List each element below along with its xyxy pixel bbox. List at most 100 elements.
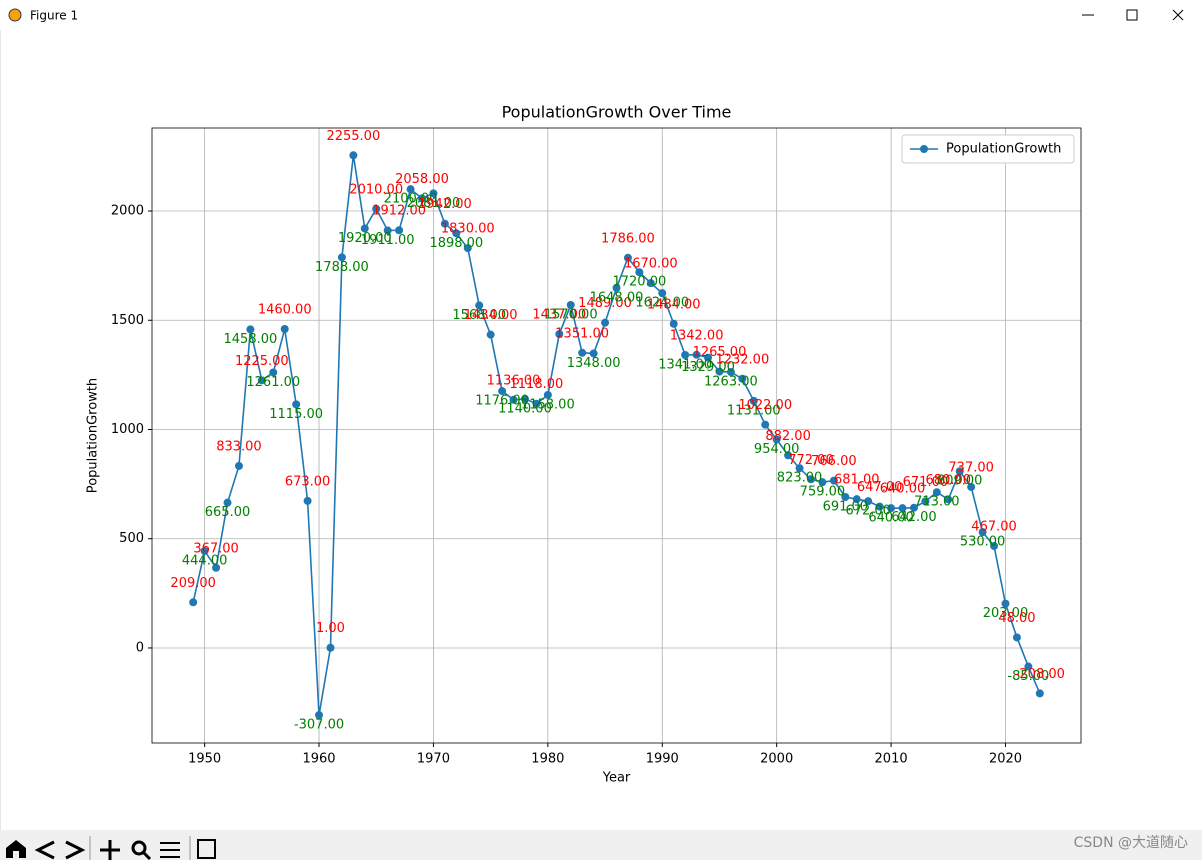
data-point xyxy=(440,219,449,228)
data-point xyxy=(406,185,415,194)
x-tick-label: 2000 xyxy=(760,752,793,767)
home-button[interactable] xyxy=(6,840,26,858)
data-point xyxy=(829,476,838,485)
data-point xyxy=(669,319,678,328)
data-label: 954.00 xyxy=(754,442,800,457)
data-point xyxy=(772,435,781,444)
title-bar xyxy=(0,0,1202,30)
data-point xyxy=(280,324,289,333)
data-label: 1225.00 xyxy=(235,354,289,369)
data-label: 1261.00 xyxy=(246,375,300,390)
data-label: 713.00 xyxy=(914,495,960,510)
pan-button[interactable] xyxy=(100,840,120,860)
data-label: 1786.00 xyxy=(601,231,655,246)
data-label: 1920.00 xyxy=(338,231,392,246)
data-label: 809.00 xyxy=(937,474,983,489)
data-point xyxy=(189,598,198,607)
data-label: 1912.00 xyxy=(372,204,426,219)
data-label: 1788.00 xyxy=(315,260,369,275)
data-label: -208.00 xyxy=(1015,667,1065,682)
configure-button[interactable] xyxy=(160,842,180,858)
data-label: 1830.00 xyxy=(441,222,495,237)
data-point xyxy=(932,488,941,497)
data-point xyxy=(784,451,793,460)
data-point xyxy=(601,318,610,327)
plot-frame xyxy=(151,127,1082,744)
data-label: 2081.00 xyxy=(407,196,461,211)
close-button[interactable] xyxy=(1172,9,1184,21)
data-label: 1.00 xyxy=(316,621,345,636)
data-label: 1348.00 xyxy=(567,356,621,371)
data-label: 772.00 xyxy=(788,453,834,468)
data-point xyxy=(749,396,758,405)
data-point xyxy=(212,563,221,572)
legend-marker xyxy=(920,145,928,153)
data-label: 1263.00 xyxy=(704,375,758,390)
data-point xyxy=(1035,689,1044,698)
data-label: -307.00 xyxy=(294,718,344,733)
data-label: 1232.00 xyxy=(715,352,769,367)
data-label: 203.00 xyxy=(983,606,1029,621)
data-label: 530.00 xyxy=(960,535,1006,550)
data-point xyxy=(887,504,896,513)
data-point xyxy=(864,497,873,506)
data-label: 672.00 xyxy=(845,504,891,519)
data-label: 1265.00 xyxy=(693,345,747,360)
save-button[interactable] xyxy=(197,839,216,859)
data-point xyxy=(681,350,690,359)
data-point xyxy=(520,394,529,403)
data-point xyxy=(955,467,964,476)
data-point xyxy=(532,399,541,408)
data-label: 1329.00 xyxy=(681,360,735,375)
data-point xyxy=(383,226,392,235)
data-label: 1437.00 xyxy=(532,308,586,323)
watermark: CSDN @大道随心 xyxy=(1074,835,1188,851)
data-label: 665.00 xyxy=(205,505,251,520)
data-point xyxy=(578,348,587,357)
toolbar xyxy=(0,830,1202,860)
data-label: 1115.00 xyxy=(269,407,323,422)
data-label: 680.00 xyxy=(926,473,972,488)
data-point xyxy=(486,330,495,339)
data-point xyxy=(395,226,404,235)
forward-button[interactable] xyxy=(65,840,86,860)
app-icon xyxy=(8,8,22,22)
data-point xyxy=(646,279,655,288)
data-point xyxy=(349,151,358,160)
data-label: 467.00 xyxy=(971,519,1017,534)
window-title: Figure 1 xyxy=(30,9,78,23)
data-label: 759.00 xyxy=(800,485,846,500)
data-point xyxy=(326,643,335,652)
data-point xyxy=(623,253,632,262)
data-point xyxy=(818,478,827,487)
data-point xyxy=(509,395,518,404)
data-point xyxy=(418,194,427,203)
data-label: 2010.00 xyxy=(349,182,403,197)
legend-box xyxy=(901,134,1075,164)
data-label: 209.00 xyxy=(170,576,216,591)
x-axis-label: Year xyxy=(602,771,631,786)
data-label: 1158.00 xyxy=(521,397,575,412)
data-point xyxy=(234,461,243,470)
data-label: 1022.00 xyxy=(738,398,792,413)
data-label: 882.00 xyxy=(765,429,811,444)
data-label: 642.00 xyxy=(891,510,937,525)
zoom-button[interactable] xyxy=(131,840,147,856)
data-point xyxy=(543,390,552,399)
data-point xyxy=(990,541,999,550)
maximize-button[interactable] xyxy=(1126,9,1138,21)
data-point xyxy=(303,496,312,505)
data-point xyxy=(269,368,278,377)
data-point xyxy=(726,368,735,377)
data-point xyxy=(223,498,232,507)
data-point xyxy=(315,711,324,720)
data-label: 444.00 xyxy=(182,553,228,568)
data-point xyxy=(372,204,381,213)
back-button[interactable] xyxy=(34,840,55,860)
data-label: 1720.00 xyxy=(612,275,666,290)
data-label: 691.00 xyxy=(823,500,869,515)
data-label: 2058.00 xyxy=(395,172,449,187)
y-axis-label: PopulationGrowth xyxy=(86,378,101,493)
data-point xyxy=(635,268,644,277)
